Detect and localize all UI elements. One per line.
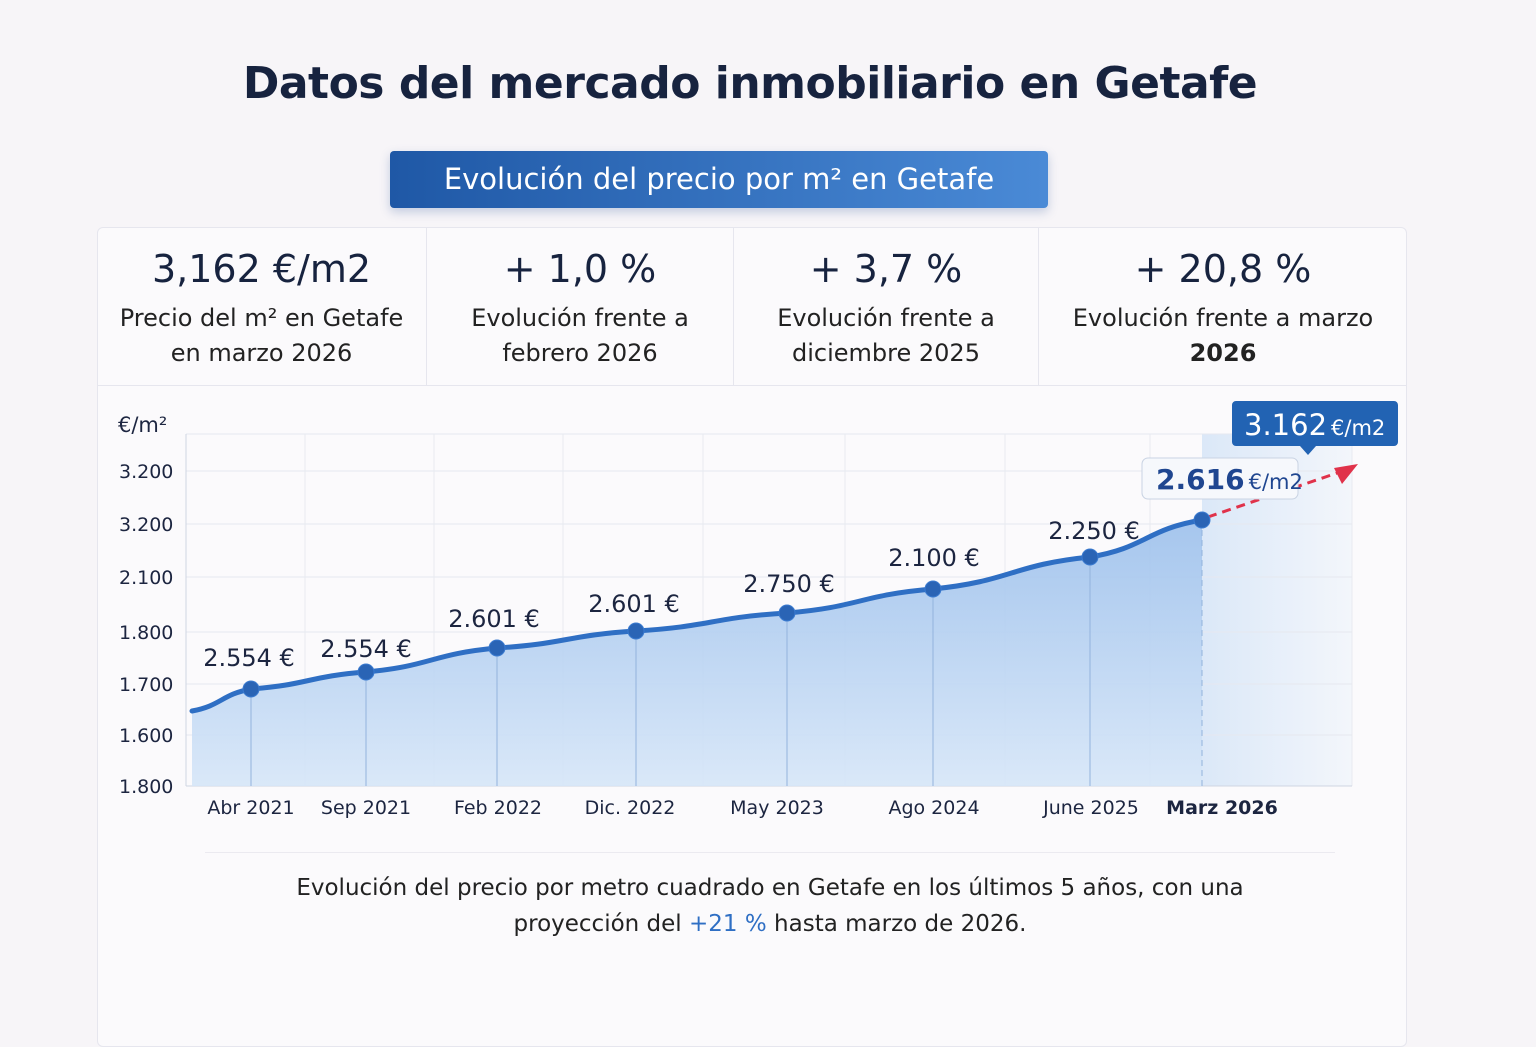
stats-row: 3,162 €/m2 Precio del m² en Getafe en ma… (97, 227, 1407, 386)
callout-value: 2.616 €/m2 (1156, 463, 1303, 496)
area-layer (192, 520, 1203, 786)
x-tick-label: Dic. 2022 (585, 797, 676, 819)
projection-line (1207, 470, 1341, 519)
callout-number: 2.616 (1156, 463, 1245, 496)
price-chart: 2.554 € 2.554 € 2.601 € 2.601 € 2.750 € 2.100… (118, 401, 1398, 819)
stat-value: + 1,0 % (503, 247, 657, 291)
caption-text: proyección del (513, 911, 690, 937)
x-tick-label: Abr 2021 (207, 797, 294, 819)
x-tick-label: Sep 2021 (321, 797, 411, 819)
data-label: 2.250 € (1048, 517, 1140, 545)
data-label: 2.601 € (588, 590, 680, 618)
data-point (778, 604, 796, 622)
data-point (357, 663, 375, 681)
stat-vs-dec: + 3,7 % Evolución frente a diciembre 202… (734, 227, 1039, 385)
x-tick-label: Feb 2022 (454, 797, 542, 819)
y-tick-label: 1.800 (119, 622, 173, 644)
data-label: 2.750 € (743, 570, 835, 598)
data-point (924, 580, 942, 598)
data-label: 2.601 € (448, 605, 540, 633)
stat-label: Evolución frente a marzo (1072, 304, 1374, 332)
area-fill (192, 520, 1202, 786)
data-label: 2.554 € (203, 644, 295, 672)
x-tick-label: Marz 2026 (1166, 797, 1278, 819)
y-tick-label: 3.200 (119, 514, 173, 536)
series-line (189, 517, 1205, 714)
page-title: Datos del mercado inmobiliario en Getafe (242, 58, 1258, 109)
badge-unit: €/m2 (1331, 416, 1385, 440)
caption-text: hasta marzo de 2026. (766, 911, 1027, 937)
caption-line-2: proyección del +21 % hasta marzo de 2026… (200, 906, 1340, 942)
stat-label: Precio del m² en Getafe (119, 304, 404, 332)
stat-label: febrero 2026 (502, 339, 658, 367)
last-point-callout (1141, 457, 1299, 500)
stat-current-price: 3,162 €/m2 Precio del m² en Getafe en ma… (97, 227, 427, 385)
data-label: 2.554 € (320, 635, 412, 663)
callout-unit: €/m2 (1249, 470, 1303, 494)
x-tick-label: Ago 2024 (888, 797, 979, 819)
projection-arrow-icon (1334, 464, 1358, 484)
caption-line-1: Evolución del precio por metro cuadrado … (296, 875, 1244, 901)
y-tick-label: 3.200 (119, 461, 173, 483)
stat-vs-march: + 20,8 % Evolución frente a marzo 2026 (1039, 227, 1407, 385)
stat-label: Evolución frente a (471, 304, 689, 332)
data-label: 2.100 € (888, 544, 980, 572)
y-tick-label: 1.800 (119, 776, 173, 798)
badge-value: 3.162 €/m2 (1244, 408, 1385, 442)
stat-vs-feb: + 1,0 % Evolución frente a febrero 2026 (427, 227, 734, 385)
y-tick-label: 2.100 (119, 567, 173, 589)
data-point (627, 622, 645, 640)
stat-label: 2026 (1189, 339, 1257, 367)
stat-label: en marzo 2026 (170, 339, 353, 367)
chart-subtitle-banner: Evolución del precio por m² en Getafe (390, 151, 1048, 208)
y-tick-label: 1.700 (119, 674, 173, 696)
y-axis-label: €/m² (118, 413, 167, 437)
chart-caption: Evolución del precio por metro cuadrado … (200, 870, 1340, 942)
projection-badge (1232, 401, 1398, 455)
x-tick-label: May 2023 (730, 797, 824, 819)
stat-label: diciembre 2025 (792, 339, 980, 367)
marks-layer: 2.554 € 2.554 € 2.601 € 2.601 € 2.750 € 2.100… (189, 401, 1398, 714)
data-point (1193, 511, 1211, 529)
stat-value: 3,162 €/m2 (151, 247, 372, 291)
divider (205, 852, 1335, 853)
x-tick-label: June 2025 (1042, 797, 1139, 819)
badge-number: 3.162 (1244, 408, 1327, 442)
data-point (242, 680, 260, 698)
data-point (1081, 548, 1099, 566)
caption-highlight: +21 % (689, 911, 767, 937)
stat-value: + 3,7 % (809, 247, 963, 291)
y-tick-label: 1.600 (119, 725, 173, 747)
stat-value: + 20,8 % (1134, 247, 1312, 291)
stat-label: Evolución frente a (777, 304, 995, 332)
data-point (488, 639, 506, 657)
